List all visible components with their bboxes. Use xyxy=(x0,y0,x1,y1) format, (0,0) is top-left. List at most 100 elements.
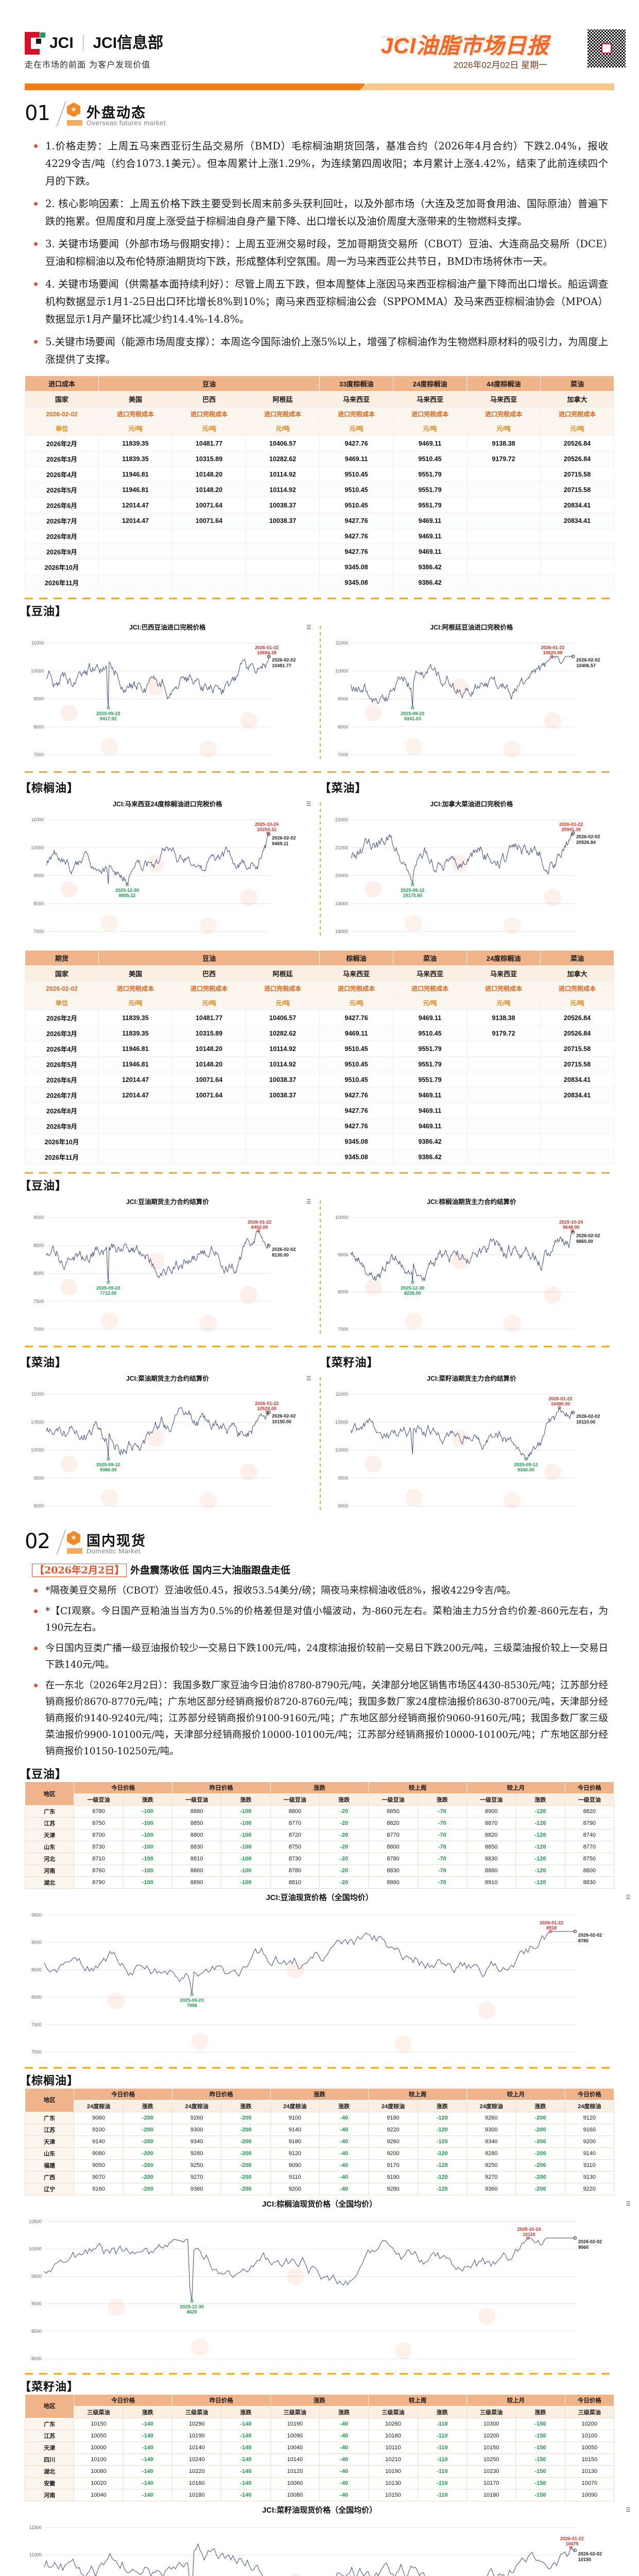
big-chart-soy: JCI:豆油现货价格（全国均价） ☰ 7000 7500 8000 8500 9000 950… xyxy=(0,1889,639,2060)
section-overseas-futures: 01 外盘动态 Overseas futures market 1.价格走势：上… xyxy=(0,100,639,368)
chart-menu-icon[interactable]: ☰ xyxy=(306,1199,312,1206)
cell-value: 9180 xyxy=(270,2135,320,2148)
svg-text:8000: 8000 xyxy=(31,1995,42,2000)
cell-value: 8790 xyxy=(74,1876,124,1889)
section-01-number: 01 xyxy=(25,101,50,125)
cell-value: 8810 xyxy=(171,1853,222,1866)
cell-value: -140 xyxy=(123,2477,172,2489)
cell-value: 10071.64 xyxy=(172,497,246,513)
cell-value: 10170 xyxy=(466,2477,516,2489)
svg-text:8000: 8000 xyxy=(338,724,348,730)
cell-value: 9469.11 xyxy=(393,1087,467,1104)
th-group: 较上周 xyxy=(368,1782,467,1794)
spot-rape-table-wrap: 地区 今日价格 昨日价格 涨跌 较上周 较上月 今日价格 三级菜油 涨跌 三级菜油 涨跌 三级菜油 涨跌… xyxy=(0,2394,639,2501)
header-orange-bar xyxy=(25,83,614,90)
section-02-title-en: Domestic Market xyxy=(87,1547,141,1555)
cell-value: 12014.47 xyxy=(98,513,172,529)
import-cost-table-wrap: 进口成本 豆油 33度棕榈油 24度棕榈油 44度棕榈油 菜油 国家 美国 巴西 阿根廷 马来西亚马… xyxy=(0,376,639,590)
svg-text:20526.84: 20526.84 xyxy=(576,840,596,845)
cell-value: -200 xyxy=(221,2123,271,2136)
cell-month: 2026年11月 xyxy=(25,574,99,590)
th-col: 涨跌 xyxy=(417,2099,467,2112)
cell-value: 9179.72 xyxy=(467,451,541,467)
cell-month: 2026年5月 xyxy=(25,482,99,498)
cell-value xyxy=(467,1118,541,1134)
th-cost-label: 进口完税成本 xyxy=(98,981,172,996)
chart-row-separator xyxy=(319,1200,321,1334)
cell-date: 2026年7月 xyxy=(25,1087,99,1104)
svg-text:2026-02-02: 2026-02-02 xyxy=(576,834,600,839)
section-02-date-tag: 【2026年2月2日】 xyxy=(32,1564,127,1578)
group-label-row: 【棕榈油】 【菜油】 xyxy=(0,776,639,795)
spot-rape-table: 地区 今日价格 昨日价格 涨跌 较上周 较上月 今日价格 三级菜油 涨跌 三级菜油 涨跌 三级菜油 涨跌… xyxy=(24,2394,615,2501)
bullet-item: *隔夜美豆交易所（CBOT）豆油收低0.45，报收53.54美分/磅；隔夜马来棕… xyxy=(32,1583,608,1599)
bullet-item: 2. 核心影响因素：上周五价格下跌主要受到长周末前多头获利回吐，以及外部市场（大… xyxy=(32,195,608,230)
cell-value: -40 xyxy=(319,2488,369,2501)
cell-value: 9360 xyxy=(466,2182,516,2195)
cell-value: -150 xyxy=(515,2465,565,2478)
th-col: 涨跌 xyxy=(319,2405,369,2418)
cell-month: 2026年6月 xyxy=(25,497,99,513)
cell-value: 9340 xyxy=(171,2135,222,2148)
svg-text:2025-12-30: 2025-12-30 xyxy=(401,1285,424,1291)
svg-text:2025-10-24: 2025-10-24 xyxy=(255,822,279,827)
cell-value: 10040 xyxy=(270,2441,320,2454)
cell-value: 11839.35 xyxy=(98,435,172,451)
chart-title: JCI:加拿大菜油进口完税价格 xyxy=(430,801,513,808)
cell-value: 8780 xyxy=(368,1853,418,1866)
cell-value: 9050 xyxy=(74,2159,124,2172)
table-row: 2026年9月 9427.76 9469.11 xyxy=(25,1118,614,1134)
chart-menu-icon[interactable]: ☰ xyxy=(306,624,312,631)
svg-text:10475: 10475 xyxy=(565,2541,578,2547)
th-group: 较上月 xyxy=(466,2394,565,2406)
svg-text:7500: 7500 xyxy=(31,2022,42,2027)
svg-text:19175.60: 19175.60 xyxy=(403,893,422,898)
chart-plot: 9000 9500 10000 10500 11000 2026-01-22 10480.0… xyxy=(326,1384,616,1514)
th-country: 阿根廷 xyxy=(246,391,320,407)
th-col: 一级豆油 xyxy=(74,1793,124,1806)
jci-logo: JCI JCI信息部 xyxy=(25,32,163,55)
spot-soy-table-wrap: 地区 今日价格 昨日价格 涨跌 较上周 较上月 今日价格 一级豆油 涨跌 一级豆油 涨跌 一级豆油 涨跌… xyxy=(0,1782,639,1889)
chart-menu-icon[interactable]: ☰ xyxy=(626,2506,631,2513)
cell-value: 9427.76 xyxy=(319,1103,393,1119)
svg-text:2026-02-02: 2026-02-02 xyxy=(576,1414,600,1419)
cell-value: 8820 xyxy=(368,1817,418,1830)
cell-value xyxy=(467,513,541,529)
qr-code-icon[interactable] xyxy=(586,28,627,69)
chart-menu-icon[interactable]: ☰ xyxy=(306,801,312,808)
chart-menu-icon[interactable]: ☰ xyxy=(626,2200,631,2207)
cell-value: 9280 xyxy=(368,2182,418,2195)
cell-date: 2026年8月 xyxy=(25,1103,99,1119)
chart-menu-icon[interactable]: ☰ xyxy=(626,1894,631,1901)
group-label-row: 【菜油】 【菜籽油】 xyxy=(0,1350,639,1370)
cell-value: 9260 xyxy=(466,2111,516,2124)
cell-value: -140 xyxy=(123,2429,172,2442)
th-col: 涨跌 xyxy=(319,2099,369,2112)
cell-value xyxy=(246,1103,320,1119)
th-group: 今日价格 xyxy=(74,2394,172,2406)
cell-value: 8870 xyxy=(466,1817,516,1830)
th-unit: 元/吨 xyxy=(246,995,320,1011)
svg-text:2025-09-23: 2025-09-23 xyxy=(96,711,120,716)
cell-value: -120 xyxy=(515,1865,565,1877)
th-group: 菜油 xyxy=(540,376,614,392)
cell-value xyxy=(467,1087,541,1104)
svg-text:18000: 18000 xyxy=(335,929,348,934)
cell-value: 10315.89 xyxy=(172,451,246,467)
cell-value: 8910 xyxy=(466,1876,516,1889)
chart-card: JCI:菜籽油期货主力合约结算价 9000 9500 10000 10500 11000 2… xyxy=(320,1370,624,1515)
section-01-title-en: Overseas futures market xyxy=(87,119,166,127)
cell-value: -70 xyxy=(417,1805,467,1818)
chart-menu-icon[interactable]: ☰ xyxy=(306,1376,312,1382)
cell-value: -200 xyxy=(221,2147,271,2160)
svg-text:2026-02-02: 2026-02-02 xyxy=(272,835,296,840)
big-chart-palm: JCI:棕榈油现货价格（全国均价） ☰ 8000 8500 9000 9500 10000 1… xyxy=(0,2195,639,2366)
svg-text:10500: 10500 xyxy=(31,1420,44,1425)
cell-value: -150 xyxy=(515,2441,565,2454)
cell-value: 11946.81 xyxy=(98,1041,172,1057)
cell-value: 10070 xyxy=(564,2477,615,2489)
table-row: 2026年2月 11839.35 10481.77 10406.57 9427.76 94… xyxy=(25,1010,614,1026)
chart-title: JCI:菜油期货主力合约结算价 xyxy=(126,1375,209,1383)
svg-text:7000: 7000 xyxy=(33,1327,44,1332)
cell-value: 9427.76 xyxy=(319,513,393,529)
